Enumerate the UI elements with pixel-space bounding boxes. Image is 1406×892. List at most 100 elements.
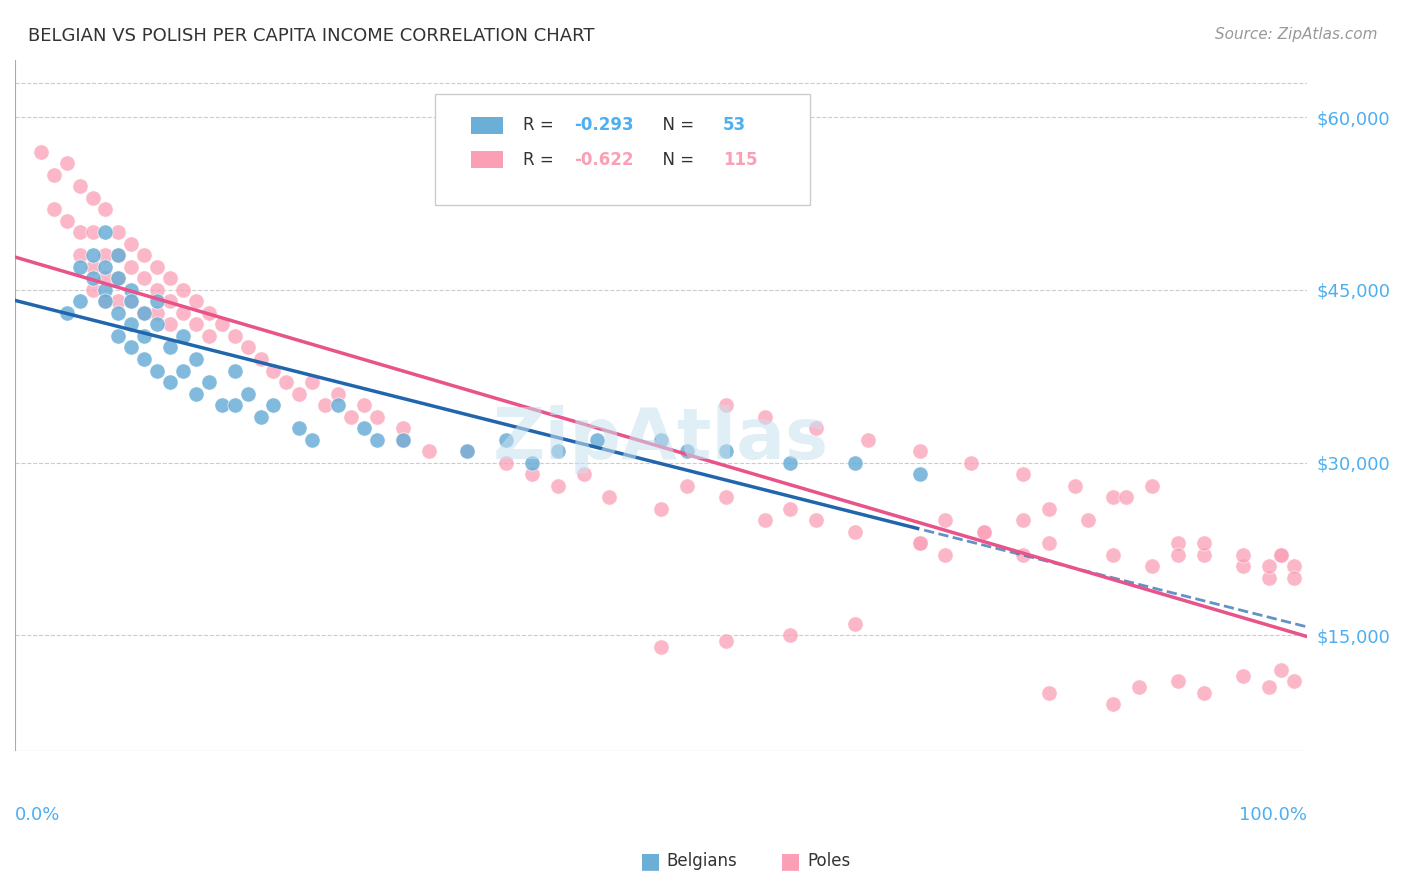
- Point: [82, 191, 104, 205]
- Text: R =: R =: [523, 151, 558, 169]
- Text: Source: ZipAtlas.com: Source: ZipAtlas.com: [1215, 27, 1378, 42]
- Point: [585, 433, 607, 447]
- Point: [806, 513, 828, 527]
- Point: [94, 294, 117, 309]
- Point: [1192, 686, 1215, 700]
- Point: [1038, 686, 1060, 700]
- Point: [94, 248, 117, 262]
- Point: [326, 398, 349, 412]
- Point: [391, 421, 413, 435]
- Point: [353, 398, 375, 412]
- Text: BELGIAN VS POLISH PER CAPITA INCOME CORRELATION CHART: BELGIAN VS POLISH PER CAPITA INCOME CORR…: [28, 27, 595, 45]
- Text: 100.0%: 100.0%: [1239, 805, 1308, 824]
- Point: [1140, 478, 1163, 492]
- Point: [224, 398, 246, 412]
- Point: [120, 318, 142, 332]
- Text: 115: 115: [723, 151, 758, 169]
- Point: [211, 318, 233, 332]
- Point: [856, 433, 879, 447]
- Point: [908, 536, 931, 550]
- Point: [94, 271, 117, 285]
- Point: [146, 260, 169, 274]
- Point: [172, 329, 194, 343]
- Point: [495, 433, 517, 447]
- Point: [547, 478, 569, 492]
- Point: [650, 501, 672, 516]
- Point: [1192, 548, 1215, 562]
- Point: [806, 421, 828, 435]
- Point: [30, 145, 52, 159]
- Point: [366, 433, 388, 447]
- Point: [1192, 536, 1215, 550]
- Point: [159, 341, 181, 355]
- Point: [1284, 674, 1306, 689]
- Point: [598, 490, 620, 504]
- Point: [1012, 548, 1035, 562]
- Point: [107, 225, 129, 239]
- Point: [326, 386, 349, 401]
- Point: [934, 513, 956, 527]
- Point: [159, 375, 181, 389]
- Point: [249, 409, 271, 424]
- Point: [94, 202, 117, 217]
- Point: [288, 386, 311, 401]
- Text: N =: N =: [652, 116, 699, 134]
- Point: [844, 524, 866, 539]
- Point: [779, 628, 801, 642]
- Point: [314, 398, 336, 412]
- Point: [1102, 698, 1125, 712]
- FancyBboxPatch shape: [471, 117, 503, 134]
- Text: Belgians: Belgians: [666, 852, 737, 870]
- Point: [301, 375, 323, 389]
- Point: [69, 179, 91, 194]
- FancyBboxPatch shape: [471, 151, 503, 169]
- Point: [1257, 680, 1279, 694]
- Point: [107, 271, 129, 285]
- Point: [224, 329, 246, 343]
- Point: [184, 386, 207, 401]
- Text: R =: R =: [523, 116, 558, 134]
- Point: [754, 513, 776, 527]
- Point: [1038, 501, 1060, 516]
- Point: [1284, 571, 1306, 585]
- Text: Poles: Poles: [807, 852, 851, 870]
- Point: [1270, 548, 1292, 562]
- Point: [714, 444, 737, 458]
- Point: [547, 444, 569, 458]
- FancyBboxPatch shape: [434, 95, 810, 204]
- Point: [973, 524, 995, 539]
- Point: [82, 225, 104, 239]
- Point: [1232, 559, 1254, 574]
- Point: [676, 444, 699, 458]
- Point: [714, 398, 737, 412]
- Point: [120, 260, 142, 274]
- Point: [107, 306, 129, 320]
- Point: [42, 168, 65, 182]
- Point: [42, 202, 65, 217]
- Point: [844, 456, 866, 470]
- Point: [69, 260, 91, 274]
- Point: [650, 640, 672, 654]
- Point: [236, 341, 259, 355]
- Point: [159, 271, 181, 285]
- Point: [134, 306, 156, 320]
- Text: ■: ■: [640, 851, 661, 871]
- Point: [276, 375, 298, 389]
- Point: [184, 294, 207, 309]
- Point: [184, 318, 207, 332]
- Point: [1115, 490, 1137, 504]
- Point: [107, 271, 129, 285]
- Point: [908, 467, 931, 482]
- Point: [94, 294, 117, 309]
- Point: [198, 306, 221, 320]
- Point: [960, 456, 983, 470]
- Point: [146, 294, 169, 309]
- Point: [107, 329, 129, 343]
- Point: [134, 351, 156, 366]
- Point: [184, 351, 207, 366]
- Point: [249, 351, 271, 366]
- Point: [844, 616, 866, 631]
- Point: [572, 467, 595, 482]
- Point: [366, 409, 388, 424]
- Point: [82, 248, 104, 262]
